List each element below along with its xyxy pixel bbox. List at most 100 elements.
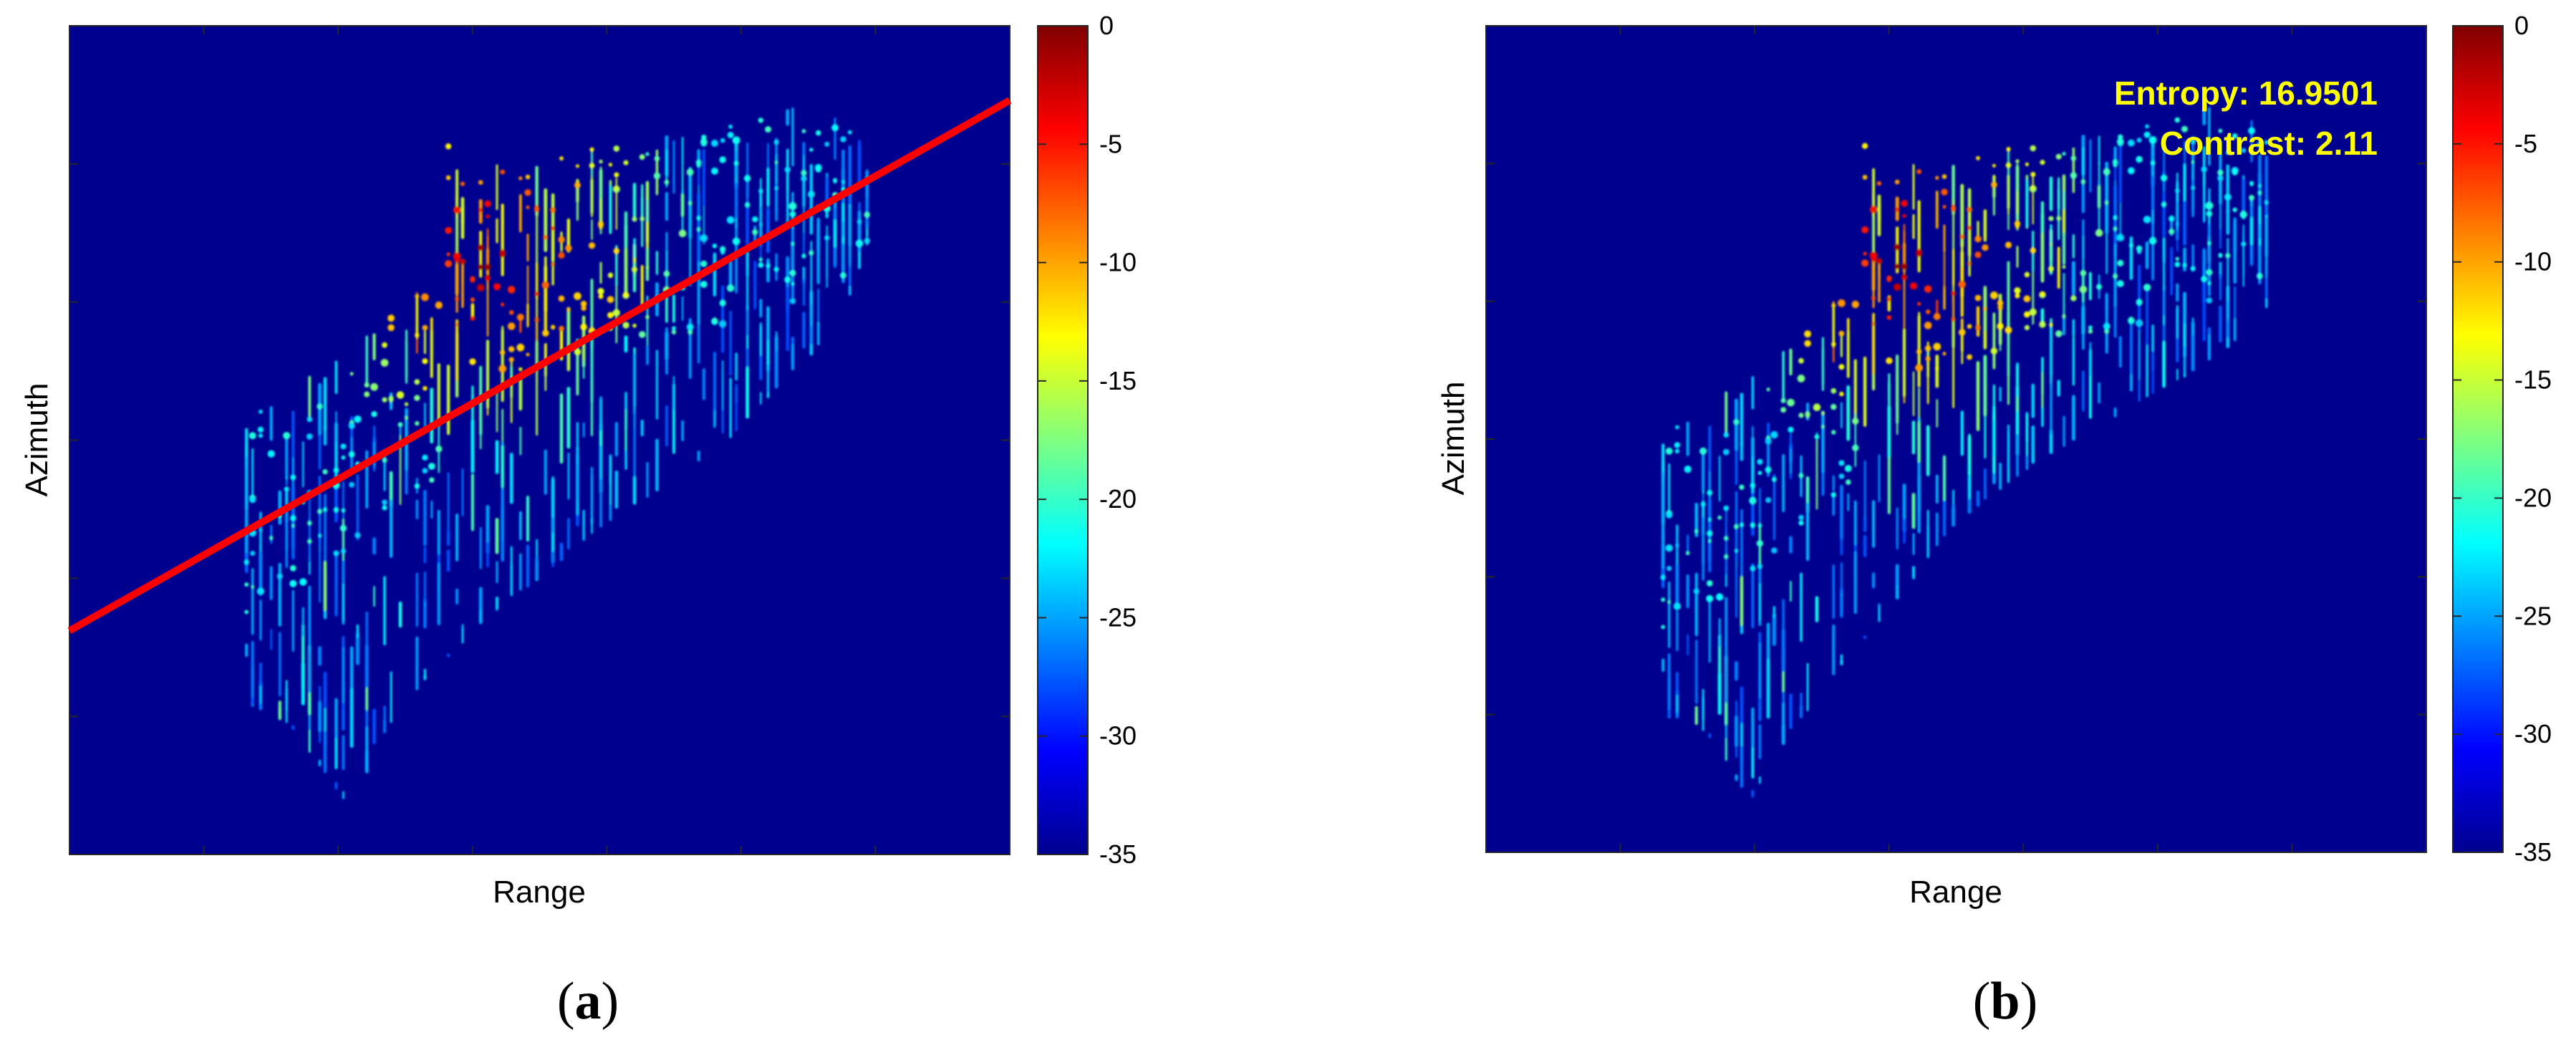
scatter-speckle [801,129,806,134]
scatter-speckle [244,610,249,615]
scatter-speckle [789,269,796,276]
scatter-speckle [2226,150,2230,155]
scatter-speckle [1798,514,1804,521]
scatter-speckle [2205,201,2214,210]
scatter-speckle [307,521,312,526]
scatter-speckle [1757,458,1763,465]
scatter-speckle [645,314,650,319]
scatter-speckle [1852,418,1859,425]
scatter-speckle [2005,241,2012,249]
scatter-speckle [2232,207,2237,213]
scatter-speckle [1991,181,1997,188]
scatter-speckle [334,551,339,556]
scatter-speckle [2136,245,2143,252]
scatter-speckle [1990,347,1998,355]
scatter-speckle [244,582,249,587]
scatter-speckle [249,432,256,440]
scatter-speckle [1724,554,1729,559]
caption-b-letter: b [1990,972,2020,1031]
colorbar-tick-label: -10 [2514,247,2552,276]
scatter-speckle [486,214,490,218]
scatter-speckle [348,423,355,429]
scatter-speckle [1886,357,1893,365]
scatter-speckle [1861,143,1868,149]
scatter-speckle [397,422,403,428]
scatter-speckle [2116,138,2124,145]
scatter-speckle [2136,299,2143,306]
scatter-speckle [1666,511,1673,519]
scatter-speckle [589,147,594,152]
scatter-speckle [435,301,443,309]
scatter-speckle [341,508,346,513]
scatter-speckle [283,432,291,440]
scatter-speckle [2143,284,2151,292]
scatter-speckle [824,141,830,147]
scatter-speckle [1959,329,1966,336]
scatter-speckle [784,276,791,283]
scatter-speckle [758,188,763,193]
scatter-speckle [1942,352,1947,356]
scatter-speckle [1926,309,1931,314]
scatter-speckle [1941,188,1948,196]
scatter-speckle [2079,285,2088,294]
scatter-speckle [498,365,507,373]
scatter-speckle [543,234,549,240]
scatter-speckle [276,573,283,579]
scatter-speckle [1756,540,1764,547]
scatter-speckle [370,382,378,391]
scatter-speckle [2128,243,2134,248]
scatter-speckle [249,496,256,504]
scatter-speckle [2201,276,2208,282]
scatter-speckle [2080,179,2086,185]
scatter-speckle [1924,285,1932,293]
scatter-speckle [2135,319,2143,327]
scatter-speckle [445,260,453,268]
colorbar-tick-label: -10 [1099,248,1137,277]
scatter-speckle [2030,247,2036,254]
scatter-speckle [855,239,864,248]
scatter-speckle [2160,174,2168,182]
caption-a-letter: a [575,972,602,1031]
scatter-speckle [267,450,275,458]
scatter-speckle [541,281,549,289]
scatter-speckle [2088,325,2093,330]
scatter-speckle [1861,226,1869,233]
scatter-speckle [640,216,645,221]
scatter-speckle [857,219,862,224]
scatter-speckle [2118,134,2123,140]
colorbar-tick-label: -20 [2514,483,2552,512]
scatter-speckle [1804,339,1811,347]
scatter-speckle [1707,490,1713,496]
scatter-speckle [1707,539,1712,543]
scatter-speckle [597,221,604,228]
scatter-speckle [719,299,726,307]
scatter-speckle [2206,269,2213,276]
scatter-speckle [1707,518,1712,522]
scatter-speckle [801,170,807,176]
scatter-speckle [558,251,565,259]
scatter-speckle [758,222,763,226]
scatter-speckle [388,397,394,403]
scatter-speckle [2014,287,2021,294]
scatter-speckle [726,216,735,224]
scatter-speckle [428,463,435,470]
scatter-speckle [256,587,265,595]
scatter-speckle [2206,297,2213,304]
scatter-speckle [550,207,556,213]
scatter-speckle [421,293,429,302]
scatter-speckle [422,454,428,461]
scatter-speckle [422,358,428,365]
scatter-speckle [1967,206,1973,213]
scatter-speckle [1757,524,1762,528]
scatter-speckle [2150,160,2156,165]
scatter-speckle [2145,124,2150,129]
scatter-speckle [2174,261,2181,268]
scatter-speckle [1798,520,1804,526]
scatter-speckle [1902,213,1906,218]
scatter-speckle [1838,473,1845,479]
scatter-speckle [1798,357,1804,364]
scatter-speckle [485,266,491,271]
scatter-speckle [623,160,629,165]
colorbar-tick-label: -35 [1099,839,1137,869]
scatter-speckle [1765,466,1772,473]
